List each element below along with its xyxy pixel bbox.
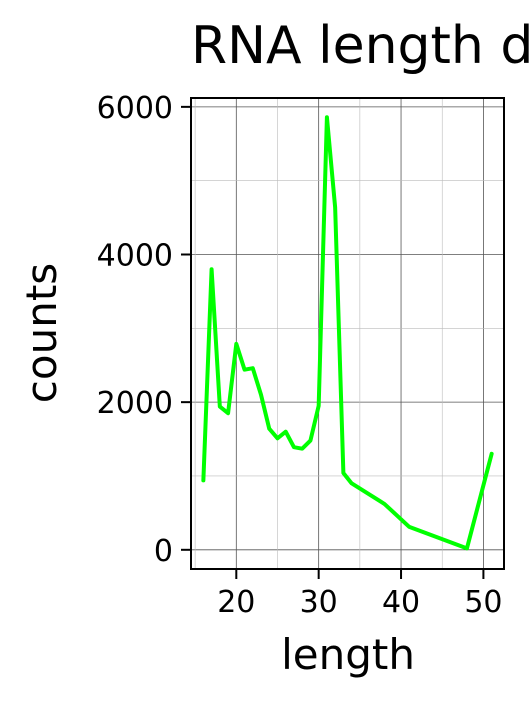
x-tick-label: 30 <box>300 585 338 620</box>
y-tick-label: 0 <box>154 534 173 569</box>
y-tick-label: 4000 <box>97 239 173 274</box>
chart-title: RNA length d <box>191 16 529 76</box>
x-tick-label: 20 <box>217 585 255 620</box>
plot-frame <box>190 97 505 570</box>
y-axis-title: counts <box>17 263 66 403</box>
grid <box>191 98 504 569</box>
series-layer <box>201 115 494 551</box>
series-line-0 <box>201 115 494 551</box>
y-tick-label: 2000 <box>97 386 173 421</box>
y-tick-label: 6000 <box>97 91 173 126</box>
x-tick-label: 40 <box>382 585 420 620</box>
x-axis-title: length <box>281 630 415 679</box>
x-tick-label: 50 <box>464 585 502 620</box>
axis-ticks: 20 30 40 50 0 2000 4000 6000 <box>97 91 503 620</box>
